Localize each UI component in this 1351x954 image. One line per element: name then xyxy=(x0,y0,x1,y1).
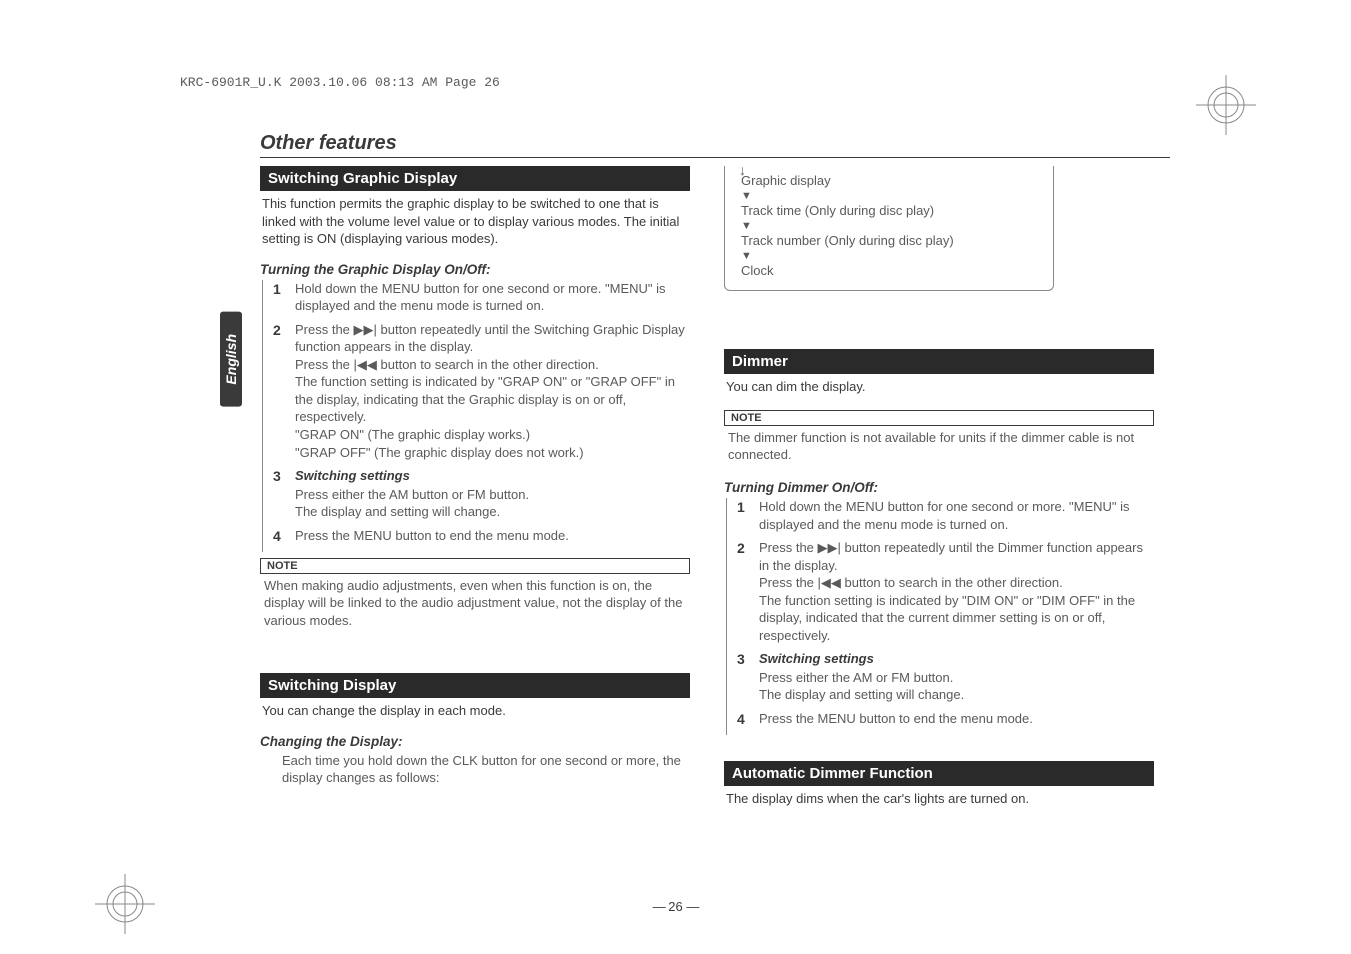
step-1: 1 Hold down the MENU button for one seco… xyxy=(273,280,690,315)
step-body: Hold down the MENU button for one second… xyxy=(759,498,1154,533)
lead-text: The display dims when the car's lights a… xyxy=(724,790,1154,808)
step-subtitle: Switching settings xyxy=(295,467,690,485)
right-column: ↓ Graphic display ▼ Track time (Only dur… xyxy=(724,166,1154,815)
step-3: 3 Switching settings Press either the AM… xyxy=(737,650,1154,704)
step-subtitle: Switching settings xyxy=(759,650,1154,668)
heading-switching-graphic-display: Switching Graphic Display xyxy=(260,166,690,191)
note-label: NOTE xyxy=(260,558,690,574)
arrow-down-icon: ▼ xyxy=(741,191,1037,202)
flow-item: Track number (Only during disc play) xyxy=(741,233,954,248)
flow-item: Clock xyxy=(741,263,774,278)
step-2: 2 Press the ▶▶| button repeatedly until … xyxy=(273,321,690,461)
step-body: Switching settings Press either the AM b… xyxy=(295,467,690,521)
sub-heading: Turning Dimmer On/Off: xyxy=(724,480,1154,495)
step-body: Press the ▶▶| button repeatedly until th… xyxy=(759,539,1154,644)
step-number: 2 xyxy=(273,321,287,461)
step-number: 3 xyxy=(737,650,751,704)
step-text: Press either the AM button or FM button.… xyxy=(295,487,529,520)
heading-dimmer: Dimmer xyxy=(724,349,1154,374)
left-column: Switching Graphic Display This function … xyxy=(260,166,690,815)
step-body: Switching settings Press either the AM o… xyxy=(759,650,1154,704)
step-4: 4 Press the MENU button to end the menu … xyxy=(737,710,1154,729)
note-text: When making audio adjustments, even when… xyxy=(260,577,690,630)
crop-mark-bottom-left xyxy=(95,874,155,934)
sub-heading: Changing the Display: xyxy=(260,734,690,749)
flow-item: Graphic display xyxy=(741,173,831,188)
step-body: Press the MENU button to end the menu mo… xyxy=(295,527,690,546)
crop-mark-top-right xyxy=(1196,75,1256,135)
step-body: Press the ▶▶| button repeatedly until th… xyxy=(295,321,690,461)
note-text: The dimmer function is not available for… xyxy=(724,429,1154,464)
step-number: 4 xyxy=(273,527,287,546)
step-number: 1 xyxy=(273,280,287,315)
language-tab: English xyxy=(220,312,242,407)
step-body: Hold down the MENU button for one second… xyxy=(295,280,690,315)
print-header: KRC-6901R_U.K 2003.10.06 08:13 AM Page 2… xyxy=(180,75,1170,90)
lead-text: You can change the display in each mode. xyxy=(260,702,690,720)
step-number: 4 xyxy=(737,710,751,729)
note-label: NOTE xyxy=(724,410,1154,426)
page-number: — 26 — xyxy=(653,899,699,914)
step-1: 1 Hold down the MENU button for one seco… xyxy=(737,498,1154,533)
heading-automatic-dimmer: Automatic Dimmer Function xyxy=(724,761,1154,786)
lead-text: This function permits the graphic displa… xyxy=(260,195,690,248)
step-3: 3 Switching settings Press either the AM… xyxy=(273,467,690,521)
lead-text: You can dim the display. xyxy=(724,378,1154,396)
arrow-down-icon: ▼ xyxy=(741,251,1037,262)
step-number: 1 xyxy=(737,498,751,533)
step-4: 4 Press the MENU button to end the menu … xyxy=(273,527,690,546)
step-number: 3 xyxy=(273,467,287,521)
step-body: Press the MENU button to end the menu mo… xyxy=(759,710,1154,729)
sub-heading: Turning the Graphic Display On/Off: xyxy=(260,262,690,277)
display-flow-box: ↓ Graphic display ▼ Track time (Only dur… xyxy=(724,166,1054,291)
step-2: 2 Press the ▶▶| button repeatedly until … xyxy=(737,539,1154,644)
step-number: 2 xyxy=(737,539,751,644)
body-text: Each time you hold down the CLK button f… xyxy=(260,752,690,787)
flow-item: Track time (Only during disc play) xyxy=(741,203,934,218)
heading-switching-display: Switching Display xyxy=(260,673,690,698)
page-number-value: 26 xyxy=(668,899,682,914)
step-text: Press either the AM or FM button. The di… xyxy=(759,670,964,703)
arrow-down-icon: ↓ xyxy=(739,160,746,180)
section-title: Other features xyxy=(260,132,1170,158)
arrow-down-icon: ▼ xyxy=(741,221,1037,232)
